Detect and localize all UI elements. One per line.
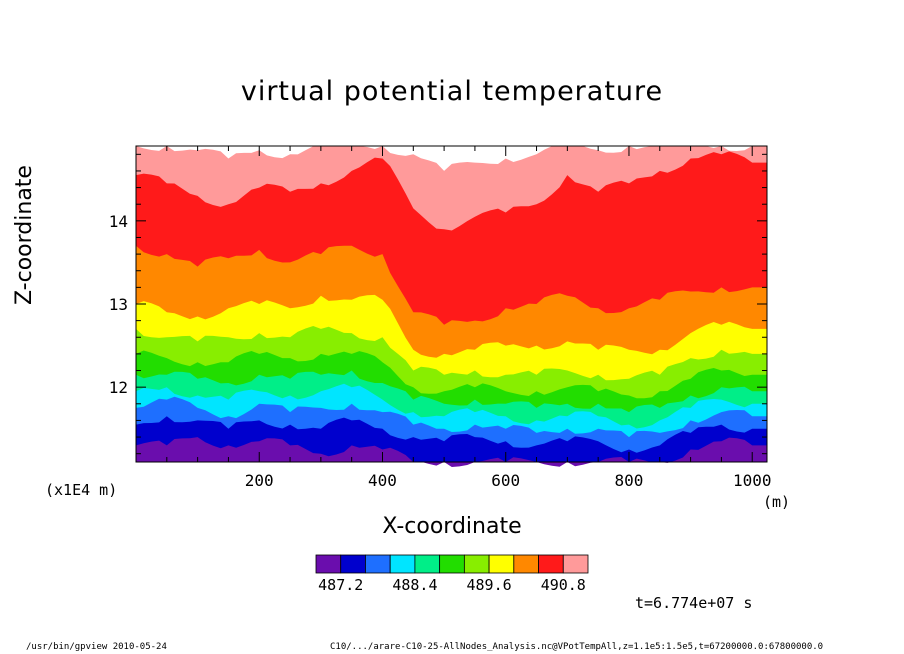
y-tick-label: 12 xyxy=(109,378,128,397)
colorbar-label: 487.2 xyxy=(318,576,363,594)
x-axis-label: X-coordinate xyxy=(382,514,522,539)
colorbar-swatch xyxy=(488,554,515,574)
x-tick-label: 600 xyxy=(491,471,520,490)
x-tick-label: 1000 xyxy=(733,471,772,490)
colorbar-swatch xyxy=(365,554,391,574)
footer-source: C10/.../arare-C10-25-AllNodes_Analysis.n… xyxy=(330,642,824,652)
x-axis-unit: (m) xyxy=(763,493,791,511)
chart-title: virtual potential temperature xyxy=(240,76,664,107)
colorbar-swatch xyxy=(538,554,564,574)
y-tick-label: 13 xyxy=(109,295,128,314)
band-level-0 xyxy=(136,437,767,467)
colorbar-swatch xyxy=(315,554,342,574)
colorbar: 487.2 488.4 489.6 490.8 xyxy=(315,554,589,594)
colorbar-swatch xyxy=(389,554,416,574)
x-tick-label: 200 xyxy=(245,471,274,490)
colorbar-swatch xyxy=(439,554,465,574)
colorbar-swatch xyxy=(414,554,441,574)
footer-program: /usr/bin/gpview 2010-05-24 xyxy=(26,642,167,652)
colorbar-swatch xyxy=(513,554,539,574)
contour-bands xyxy=(136,146,767,467)
colorbar-swatch xyxy=(562,554,589,574)
y-tick-label: 14 xyxy=(109,212,128,231)
axis-ticks: 200 400 600 800 1000 12 13 14 xyxy=(109,146,772,490)
colorbar-swatch xyxy=(340,554,366,574)
x-tick-label: 400 xyxy=(368,471,397,490)
colorbar-label: 490.8 xyxy=(541,576,586,594)
time-label: t=6.774e+07 s xyxy=(635,594,753,612)
y-axis-unit: (x1E4 m) xyxy=(45,481,118,499)
colorbar-label: 489.6 xyxy=(467,576,512,594)
colorbar-swatch xyxy=(463,554,490,574)
x-tick-label: 800 xyxy=(615,471,644,490)
colorbar-label: 488.4 xyxy=(392,576,437,594)
